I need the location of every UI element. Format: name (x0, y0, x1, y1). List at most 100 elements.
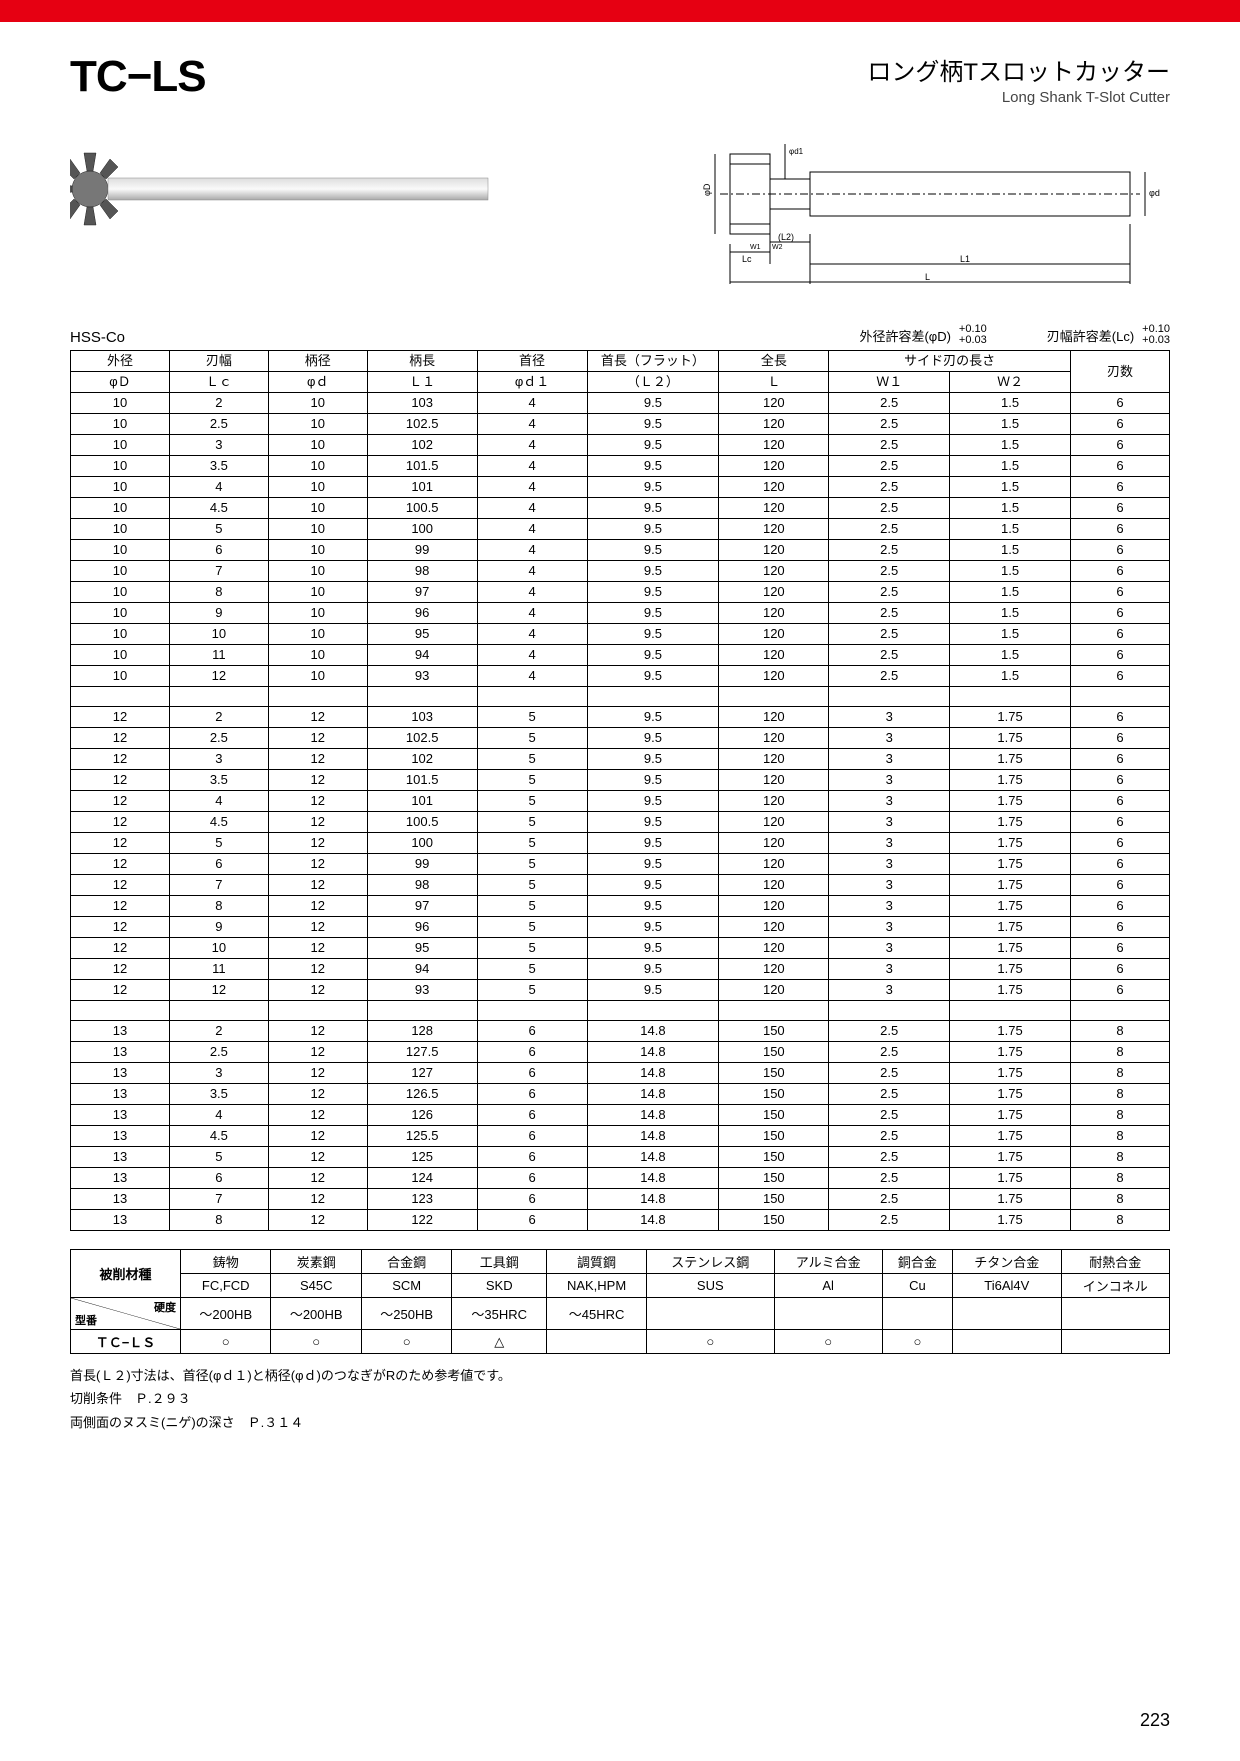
tolerance-lc-label: 刃幅許容差(Lc) (1047, 326, 1134, 345)
table-row: 134.512125.5614.81502.51.758 (71, 1126, 1170, 1147)
spec-cell: 97 (367, 896, 477, 917)
spec-cell: 100.5 (367, 498, 477, 519)
mat-cell: ～45HRC (547, 1298, 647, 1330)
spec-cell: 150 (719, 1210, 829, 1231)
table-row: 103.510101.549.51202.51.56 (71, 456, 1170, 477)
spec-cell: 11 (169, 959, 268, 980)
spec-cell: 1.5 (950, 393, 1071, 414)
spec-cell: 2.5 (829, 1126, 950, 1147)
spec-cell: 12 (268, 791, 367, 812)
spec-cell: 2.5 (829, 1042, 950, 1063)
table-row: 129129659.512031.756 (71, 917, 1170, 938)
svg-text:φD: φD (702, 183, 712, 196)
table-row: 102.510102.549.51202.51.56 (71, 414, 1170, 435)
spec-cell: 8 (1071, 1084, 1170, 1105)
spec-cell: 10 (71, 393, 170, 414)
spec-cell: 9.5 (587, 498, 719, 519)
spec-cell: 12 (268, 959, 367, 980)
spec-cell: 6 (1071, 393, 1170, 414)
spec-cell: 10 (268, 540, 367, 561)
spec-header-cell: 柄長 (367, 351, 477, 372)
spec-cell: 6 (1071, 791, 1170, 812)
spec-cell: 12 (268, 938, 367, 959)
spec-cell: 10 (71, 561, 170, 582)
mat-cell: △ (452, 1330, 547, 1354)
note-3: 両側面のヌスミ(ニゲ)の深さ Ｐ.３１４ (70, 1411, 1170, 1434)
spec-cell: 9.5 (587, 603, 719, 624)
spec-cell: 3.5 (169, 1084, 268, 1105)
spec-cell: 5 (477, 728, 587, 749)
spec-cell: 14.8 (587, 1210, 719, 1231)
product-code: TC−LS (70, 52, 206, 102)
mat-cell: 調質鋼 (547, 1250, 647, 1274)
spec-cell: 5 (477, 833, 587, 854)
spec-cell: 10 (71, 414, 170, 435)
spec-cell: 6 (1071, 582, 1170, 603)
spec-cell: 6 (1071, 645, 1170, 666)
spec-cell: 120 (719, 645, 829, 666)
spec-cell: 9.5 (587, 435, 719, 456)
spec-cell: 102 (367, 749, 477, 770)
spec-cell: 6 (477, 1126, 587, 1147)
spec-cell: 120 (719, 917, 829, 938)
spec-cell: 101.5 (367, 456, 477, 477)
spec-cell: 1.75 (950, 1063, 1071, 1084)
spec-cell: 6 (169, 854, 268, 875)
spec-cell: 13 (71, 1021, 170, 1042)
spec-cell: 3 (829, 854, 950, 875)
spec-cell: 3 (829, 728, 950, 749)
spec-cell: 93 (367, 980, 477, 1001)
spec-cell: 6 (1071, 938, 1170, 959)
spec-cell: 2.5 (829, 519, 950, 540)
mat-cell (547, 1330, 647, 1354)
spec-cell: 10 (268, 477, 367, 498)
mat-cell: S45C (271, 1274, 361, 1298)
spec-cell: 3 (829, 959, 950, 980)
spec-subheader-cell: φｄ (268, 372, 367, 393)
spec-cell: 12 (71, 875, 170, 896)
spec-table: 外径刃幅柄径柄長首径首長（フラット）全長サイド刃の長さ刃数 φＤＬｃφｄＬ１φｄ… (70, 350, 1170, 1231)
svg-text:φd: φd (1149, 188, 1160, 198)
spec-cell: 100 (367, 519, 477, 540)
spec-cell: 13 (71, 1168, 170, 1189)
spec-header-cell: 外径 (71, 351, 170, 372)
spec-cell: 7 (169, 1189, 268, 1210)
spec-cell: 94 (367, 645, 477, 666)
table-row: 1021010349.51202.51.56 (71, 393, 1170, 414)
mat-cell: Al (774, 1274, 882, 1298)
spec-cell: 1.5 (950, 414, 1071, 435)
spec-cell: 9.5 (587, 582, 719, 603)
table-row: 13212128614.81502.51.758 (71, 1021, 1170, 1042)
spec-cell: 1.5 (950, 477, 1071, 498)
spec-subheader-cell: Ｌｃ (169, 372, 268, 393)
spec-cell: 6 (1071, 770, 1170, 791)
mat-cell: ○ (882, 1330, 952, 1354)
spec-cell: 6 (1071, 854, 1170, 875)
spec-header-cell: サイド刃の長さ (829, 351, 1071, 372)
spec-subheader-cell: Ｗ１ (829, 372, 950, 393)
page-number: 223 (1140, 1710, 1170, 1731)
spec-cell: 126 (367, 1105, 477, 1126)
spec-cell: 6 (1071, 917, 1170, 938)
spec-cell: 2.5 (829, 645, 950, 666)
spec-cell: 2.5 (829, 666, 950, 687)
table-row: 109109649.51202.51.56 (71, 603, 1170, 624)
spec-cell: 2.5 (829, 624, 950, 645)
spec-cell: 12 (268, 707, 367, 728)
note-2: 切削条件 Ｐ.２９３ (70, 1387, 1170, 1410)
spec-cell: 8 (1071, 1189, 1170, 1210)
spec-cell: 120 (719, 456, 829, 477)
spec-cell: 2.5 (829, 1105, 950, 1126)
table-row: 1031010249.51202.51.56 (71, 435, 1170, 456)
spec-cell: 6 (1071, 980, 1170, 1001)
spec-cell: 103 (367, 707, 477, 728)
spec-cell: 5 (169, 519, 268, 540)
spec-cell: 4 (477, 624, 587, 645)
spec-cell: 9.5 (587, 666, 719, 687)
spec-cell: 122 (367, 1210, 477, 1231)
spec-cell: 6 (1071, 875, 1170, 896)
table-row: 13712123614.81502.51.758 (71, 1189, 1170, 1210)
spec-subheader-cell: φＤ (71, 372, 170, 393)
spec-cell: 6 (477, 1147, 587, 1168)
svg-text:W2: W2 (772, 244, 783, 251)
